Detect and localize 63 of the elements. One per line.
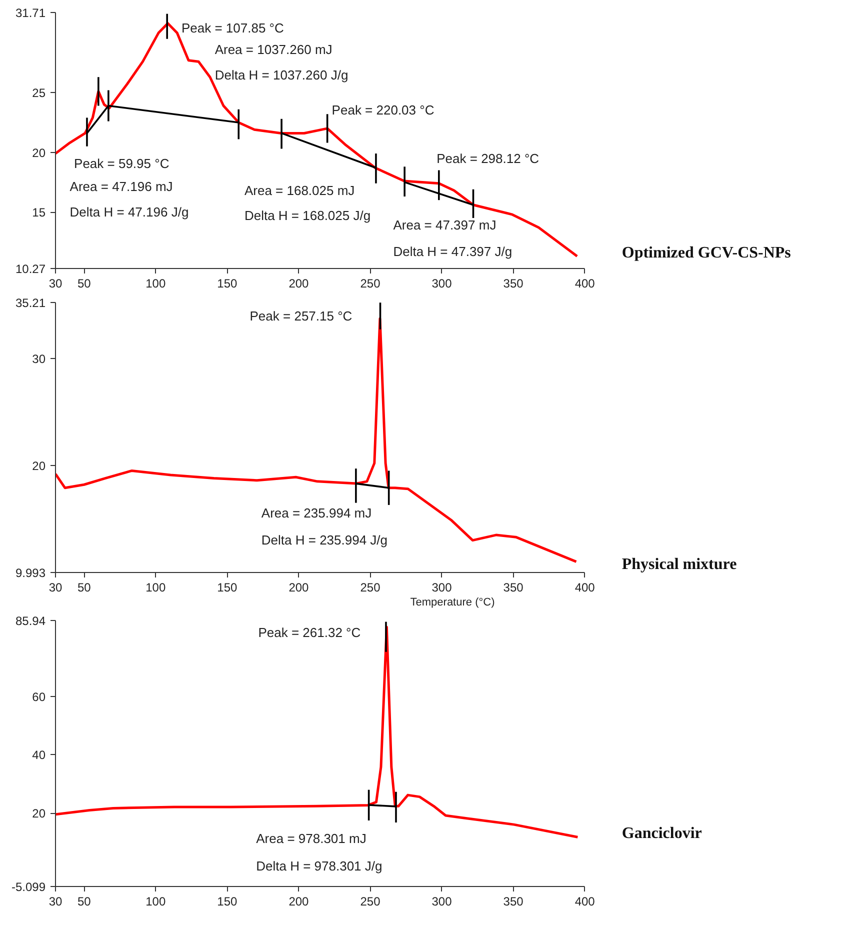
x-tick-label: 150 (217, 276, 238, 290)
x-tick-label: 30 (48, 580, 62, 594)
annotation: Delta H = 235.994 J/g (261, 532, 388, 548)
annotation: Area = 168.025 mJ (244, 182, 355, 198)
annotation: Peak = 257.15 °C (250, 308, 352, 324)
text: Physical mixture (622, 556, 737, 573)
x-tick-label: 100 (146, 580, 166, 594)
y-tick-label: -5.099 (11, 880, 46, 894)
x-tick-label: 400 (574, 276, 596, 290)
y-tick-label: 9.993 (15, 566, 46, 580)
annotation: Peak = 107.85 °C (181, 20, 284, 36)
annotation: Delta H = 168.025 J/g (244, 208, 371, 224)
text: Optimized GCV-CS-NPs (622, 244, 791, 262)
x-tick-label: 350 (503, 276, 524, 290)
x-tick-label: 400 (574, 580, 596, 594)
x-axis-title: Temperature (°C) (410, 596, 495, 608)
x-tick-label: 350 (503, 580, 524, 594)
annotation: Area = 47.397 mJ (393, 217, 496, 232)
annotation: Area = 978.301 mJ (256, 830, 366, 846)
y-tick-label: 85.94 (15, 614, 46, 628)
annotation: Delta H = 978.301 J/g (256, 858, 382, 874)
x-tick-label: 300 (432, 276, 452, 290)
x-tick-label: 350 (503, 894, 524, 908)
x-tick-label: 200 (288, 894, 310, 908)
y-tick-label: 10.27 (15, 262, 46, 276)
annotation: Area = 235.994 mJ (261, 506, 372, 521)
x-tick-label: 300 (432, 894, 452, 908)
y-tick-label: 20 (32, 458, 46, 473)
x-tick-label: 50 (77, 580, 92, 594)
y-tick-label: 20 (32, 806, 46, 821)
annotation: Peak = 59.95 °C (74, 156, 170, 172)
y-tick-label: 20 (32, 146, 46, 160)
annotation: Peak = 298.12 °C (436, 150, 540, 166)
y-tick-label: 30 (32, 352, 46, 366)
x-tick-label: 30 (48, 894, 62, 908)
annotation: Area = 47.196 mJ (70, 179, 173, 194)
annotation: Delta H = 47.196 J/g (70, 204, 189, 220)
annotation: Delta H = 1037.260 J/g (214, 68, 348, 83)
annotation: Peak = 261.32 °C (258, 624, 361, 640)
x-tick-label: 300 (432, 580, 452, 594)
x-tick-label: 100 (146, 276, 166, 290)
y-tick-label: 35.21 (15, 296, 46, 310)
x-tick-label: 150 (217, 894, 238, 908)
x-tick-label: 400 (574, 894, 596, 908)
x-tick-label: 200 (288, 580, 310, 594)
annotation: Delta H = 47.397 J/g (393, 244, 512, 259)
y-tick-label: 15 (32, 206, 46, 220)
y-tick-label: 25 (32, 86, 46, 100)
x-tick-label: 200 (288, 276, 310, 290)
y-tick-label: 60 (32, 690, 46, 704)
x-tick-label: 150 (217, 580, 238, 594)
y-tick-label: 31.71 (15, 6, 46, 20)
text: Ganciclovir (622, 824, 702, 842)
x-tick-label: 30 (48, 276, 62, 290)
y-tick-label: 40 (32, 748, 46, 762)
x-tick-label: 250 (360, 580, 381, 594)
annotation: Peak = 220.03 °C (332, 102, 434, 118)
annotation: Area = 1037.260 mJ (214, 42, 332, 58)
x-tick-label: 50 (77, 276, 92, 290)
x-tick-label: 50 (77, 894, 92, 908)
x-tick-label: 250 (360, 276, 381, 290)
x-tick-label: 100 (146, 894, 166, 908)
x-tick-label: 250 (360, 894, 381, 908)
